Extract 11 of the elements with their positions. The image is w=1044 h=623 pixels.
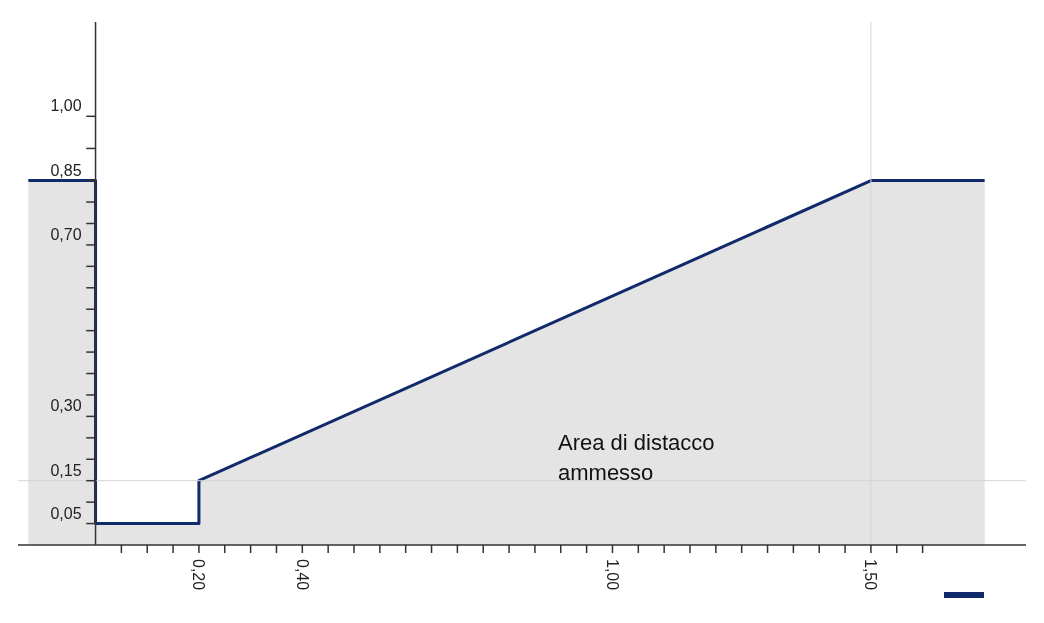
- annotation: Area di distacco ammesso: [558, 429, 716, 487]
- y-tick-label: 0,30: [50, 397, 82, 415]
- y-tick-label: 0,70: [50, 225, 82, 243]
- y-tick-label: 0,05: [50, 504, 82, 522]
- y-tick-label: 0,15: [50, 461, 82, 479]
- x-tick-label: 0,20: [190, 559, 208, 591]
- x-tick-label: 1,50: [862, 559, 880, 591]
- y-tick-label: 0,85: [50, 161, 82, 179]
- x-tick-label: 0,40: [293, 559, 311, 591]
- y-tick-label: 1,00: [50, 97, 82, 115]
- x-tick-label: 1,00: [603, 559, 621, 591]
